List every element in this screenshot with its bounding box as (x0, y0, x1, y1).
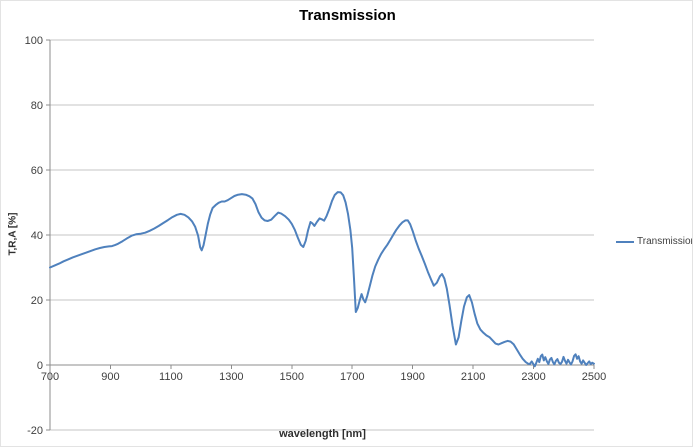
svg-text:100: 100 (25, 35, 43, 47)
x-axis-title: wavelength [nm] (279, 428, 366, 440)
svg-text:-20: -20 (27, 425, 43, 437)
svg-text:60: 60 (31, 165, 43, 177)
svg-text:2100: 2100 (461, 371, 485, 383)
svg-text:1700: 1700 (340, 371, 364, 383)
svg-text:2300: 2300 (521, 371, 545, 383)
svg-text:1300: 1300 (219, 371, 243, 383)
legend-line-swatch (616, 240, 634, 243)
svg-text:1500: 1500 (280, 371, 304, 383)
svg-text:1100: 1100 (159, 371, 183, 383)
svg-text:1900: 1900 (400, 371, 424, 383)
legend-label: Transmission (637, 236, 693, 247)
svg-text:2500: 2500 (582, 371, 606, 383)
svg-text:20: 20 (31, 295, 43, 307)
y-axis-title: T,R,A [%] (7, 212, 19, 256)
svg-text:700: 700 (41, 371, 59, 383)
svg-text:40: 40 (31, 230, 43, 242)
svg-text:80: 80 (31, 100, 43, 112)
legend: Transmission (616, 236, 693, 247)
svg-text:0: 0 (37, 360, 43, 372)
svg-text:900: 900 (101, 371, 119, 383)
chart-title: Transmission (299, 7, 396, 24)
